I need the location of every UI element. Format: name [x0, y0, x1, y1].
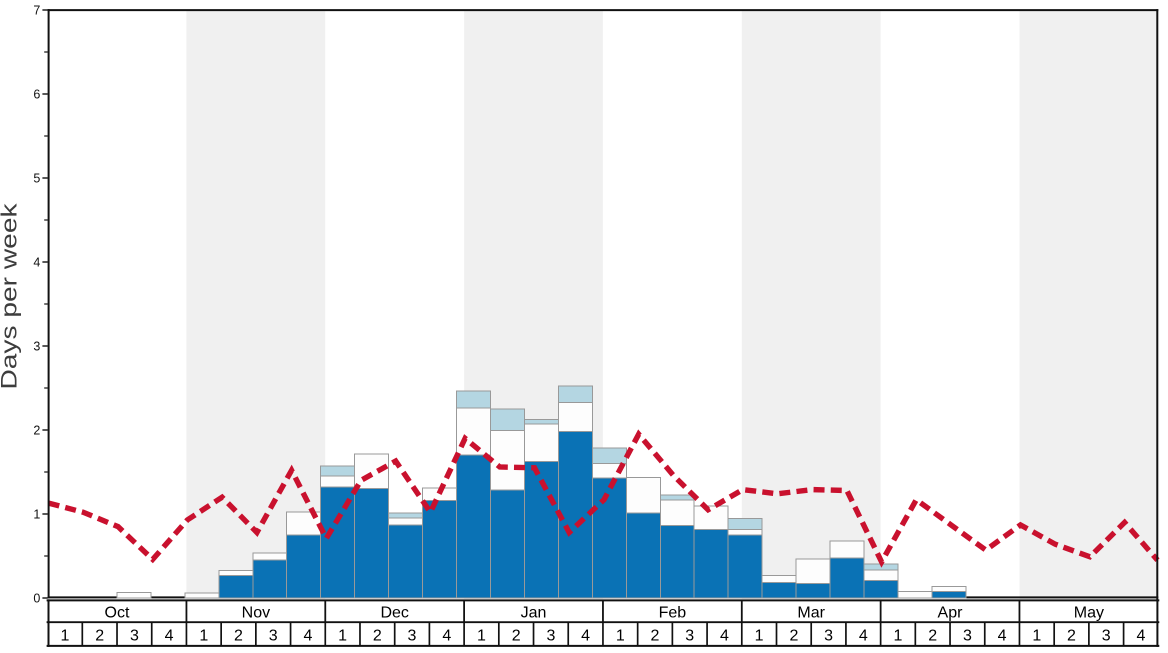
svg-text:4: 4: [998, 627, 1007, 644]
svg-text:1: 1: [755, 627, 764, 644]
svg-text:1: 1: [477, 627, 486, 644]
svg-text:4: 4: [33, 255, 40, 269]
svg-text:5: 5: [33, 171, 40, 185]
svg-text:4: 4: [859, 627, 868, 644]
svg-text:3: 3: [269, 627, 278, 644]
svg-text:6: 6: [33, 87, 40, 101]
svg-text:Dec: Dec: [380, 604, 408, 621]
svg-text:7: 7: [33, 3, 40, 17]
svg-text:2: 2: [928, 627, 937, 644]
svg-text:1: 1: [199, 627, 208, 644]
svg-text:1: 1: [616, 627, 625, 644]
svg-text:3: 3: [685, 627, 694, 644]
svg-text:3: 3: [824, 627, 833, 644]
svg-text:3: 3: [130, 627, 139, 644]
svg-text:Jan: Jan: [521, 604, 547, 621]
svg-text:Oct: Oct: [105, 604, 130, 621]
svg-text:2: 2: [33, 423, 40, 437]
svg-text:4: 4: [442, 627, 451, 644]
svg-text:3: 3: [546, 627, 555, 644]
svg-text:1: 1: [338, 627, 347, 644]
svg-text:2: 2: [512, 627, 521, 644]
svg-text:3: 3: [408, 627, 417, 644]
svg-text:Feb: Feb: [659, 604, 687, 621]
svg-text:3: 3: [963, 627, 972, 644]
svg-text:May: May: [1074, 604, 1104, 621]
svg-text:1: 1: [61, 627, 70, 644]
svg-text:0: 0: [33, 591, 40, 605]
svg-text:2: 2: [1067, 627, 1076, 644]
svg-text:3: 3: [33, 339, 40, 353]
svg-text:Nov: Nov: [242, 604, 270, 621]
svg-text:4: 4: [1136, 627, 1145, 644]
svg-text:1: 1: [894, 627, 903, 644]
svg-text:2: 2: [95, 627, 104, 644]
svg-text:4: 4: [165, 627, 174, 644]
svg-text:Mar: Mar: [797, 604, 825, 621]
svg-text:3: 3: [1102, 627, 1111, 644]
svg-text:4: 4: [581, 627, 590, 644]
svg-text:Days per week: Days per week: [0, 203, 22, 390]
svg-text:2: 2: [651, 627, 660, 644]
svg-text:4: 4: [303, 627, 312, 644]
svg-text:Apr: Apr: [938, 604, 964, 621]
svg-text:4: 4: [720, 627, 729, 644]
svg-text:1: 1: [33, 507, 40, 521]
svg-text:2: 2: [373, 627, 382, 644]
svg-text:2: 2: [234, 627, 243, 644]
svg-text:1: 1: [1032, 627, 1041, 644]
svg-text:2: 2: [789, 627, 798, 644]
